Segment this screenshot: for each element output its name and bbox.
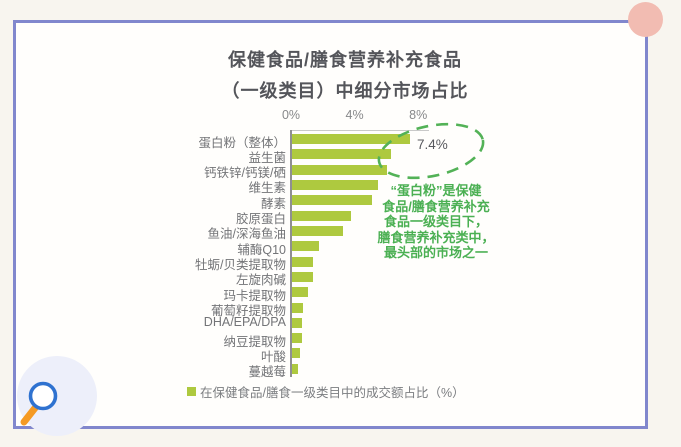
- bar: [292, 287, 308, 298]
- bar: [292, 210, 351, 221]
- bar: [292, 164, 388, 175]
- category-label: 葡萄籽提取物: [210, 304, 286, 319]
- annotation-line: 最头部的市场之一: [383, 245, 488, 261]
- category-label: 钙铁锌/钙镁/硒: [204, 166, 286, 181]
- category-label: 维生素: [248, 181, 286, 196]
- data-label-protein: 7.4%: [417, 137, 448, 152]
- bar: [292, 195, 372, 206]
- plot-top-border: [291, 130, 429, 131]
- bar: [292, 256, 313, 267]
- bar: [292, 241, 320, 252]
- bar: [292, 271, 313, 282]
- category-label: 纳豆提取物: [223, 334, 286, 349]
- bar: [292, 134, 410, 144]
- category-label: 蛋白粉（整体）: [198, 135, 286, 150]
- bar: [292, 179, 378, 190]
- chart-legend: 在保健食品/膳食一级类目中的成交额占比（%）: [187, 382, 465, 401]
- content-card: [13, 20, 648, 429]
- bar: [292, 348, 300, 359]
- annotation-line: 食品一级类目下，: [383, 214, 488, 230]
- bar: [292, 225, 343, 236]
- bar: [292, 302, 304, 313]
- bar: [292, 317, 302, 328]
- chart-title-line-1: 保健食品/膳食营养补充食品: [228, 50, 462, 70]
- annotation-note: “蛋白粉”是保健 食品/膳食营养补充 食品一级类目下， 膳食营养补充类中， 最头部的市场…: [360, 183, 512, 261]
- category-label: 叶酸: [260, 349, 286, 364]
- bar: [292, 149, 391, 160]
- category-label: 玛卡提取物: [223, 288, 286, 303]
- x-tick-label: 4%: [345, 108, 364, 122]
- category-label: 辅酶Q10: [237, 242, 286, 257]
- category-label: 蔓越莓: [248, 365, 286, 380]
- category-label: DHA/EPA/DPA: [203, 315, 286, 330]
- category-label: 胶原蛋白: [235, 212, 286, 227]
- legend-swatch: [187, 387, 196, 396]
- annotation-line: 食品/膳食营养补充: [382, 198, 490, 214]
- x-tick-label: 8%: [409, 108, 428, 122]
- annotation-line: “蛋白粉”是保健: [390, 183, 482, 198]
- bar: [292, 363, 299, 374]
- chart-title-line-2: （一级类目）中细分市场占比: [221, 81, 469, 101]
- category-label: 牡蛎/贝类提取物: [195, 258, 286, 273]
- y-axis-line: [290, 130, 292, 377]
- bar: [292, 333, 302, 344]
- pink-dot-decoration: [628, 2, 663, 37]
- x-tick-label: 0%: [281, 108, 301, 122]
- category-label: 左旋肉碱: [235, 273, 286, 288]
- category-label: 益生菌: [248, 150, 286, 165]
- category-label: 酵素: [260, 196, 286, 211]
- legend-label: 在保健食品/膳食一级类目中的成交额占比（%）: [200, 386, 465, 400]
- magnifier-badge: [17, 356, 97, 436]
- magnifier-icon: [20, 381, 58, 426]
- category-label: 鱼油/深海鱼油: [207, 227, 286, 242]
- annotation-line: 膳食营养补充类中，: [377, 229, 495, 245]
